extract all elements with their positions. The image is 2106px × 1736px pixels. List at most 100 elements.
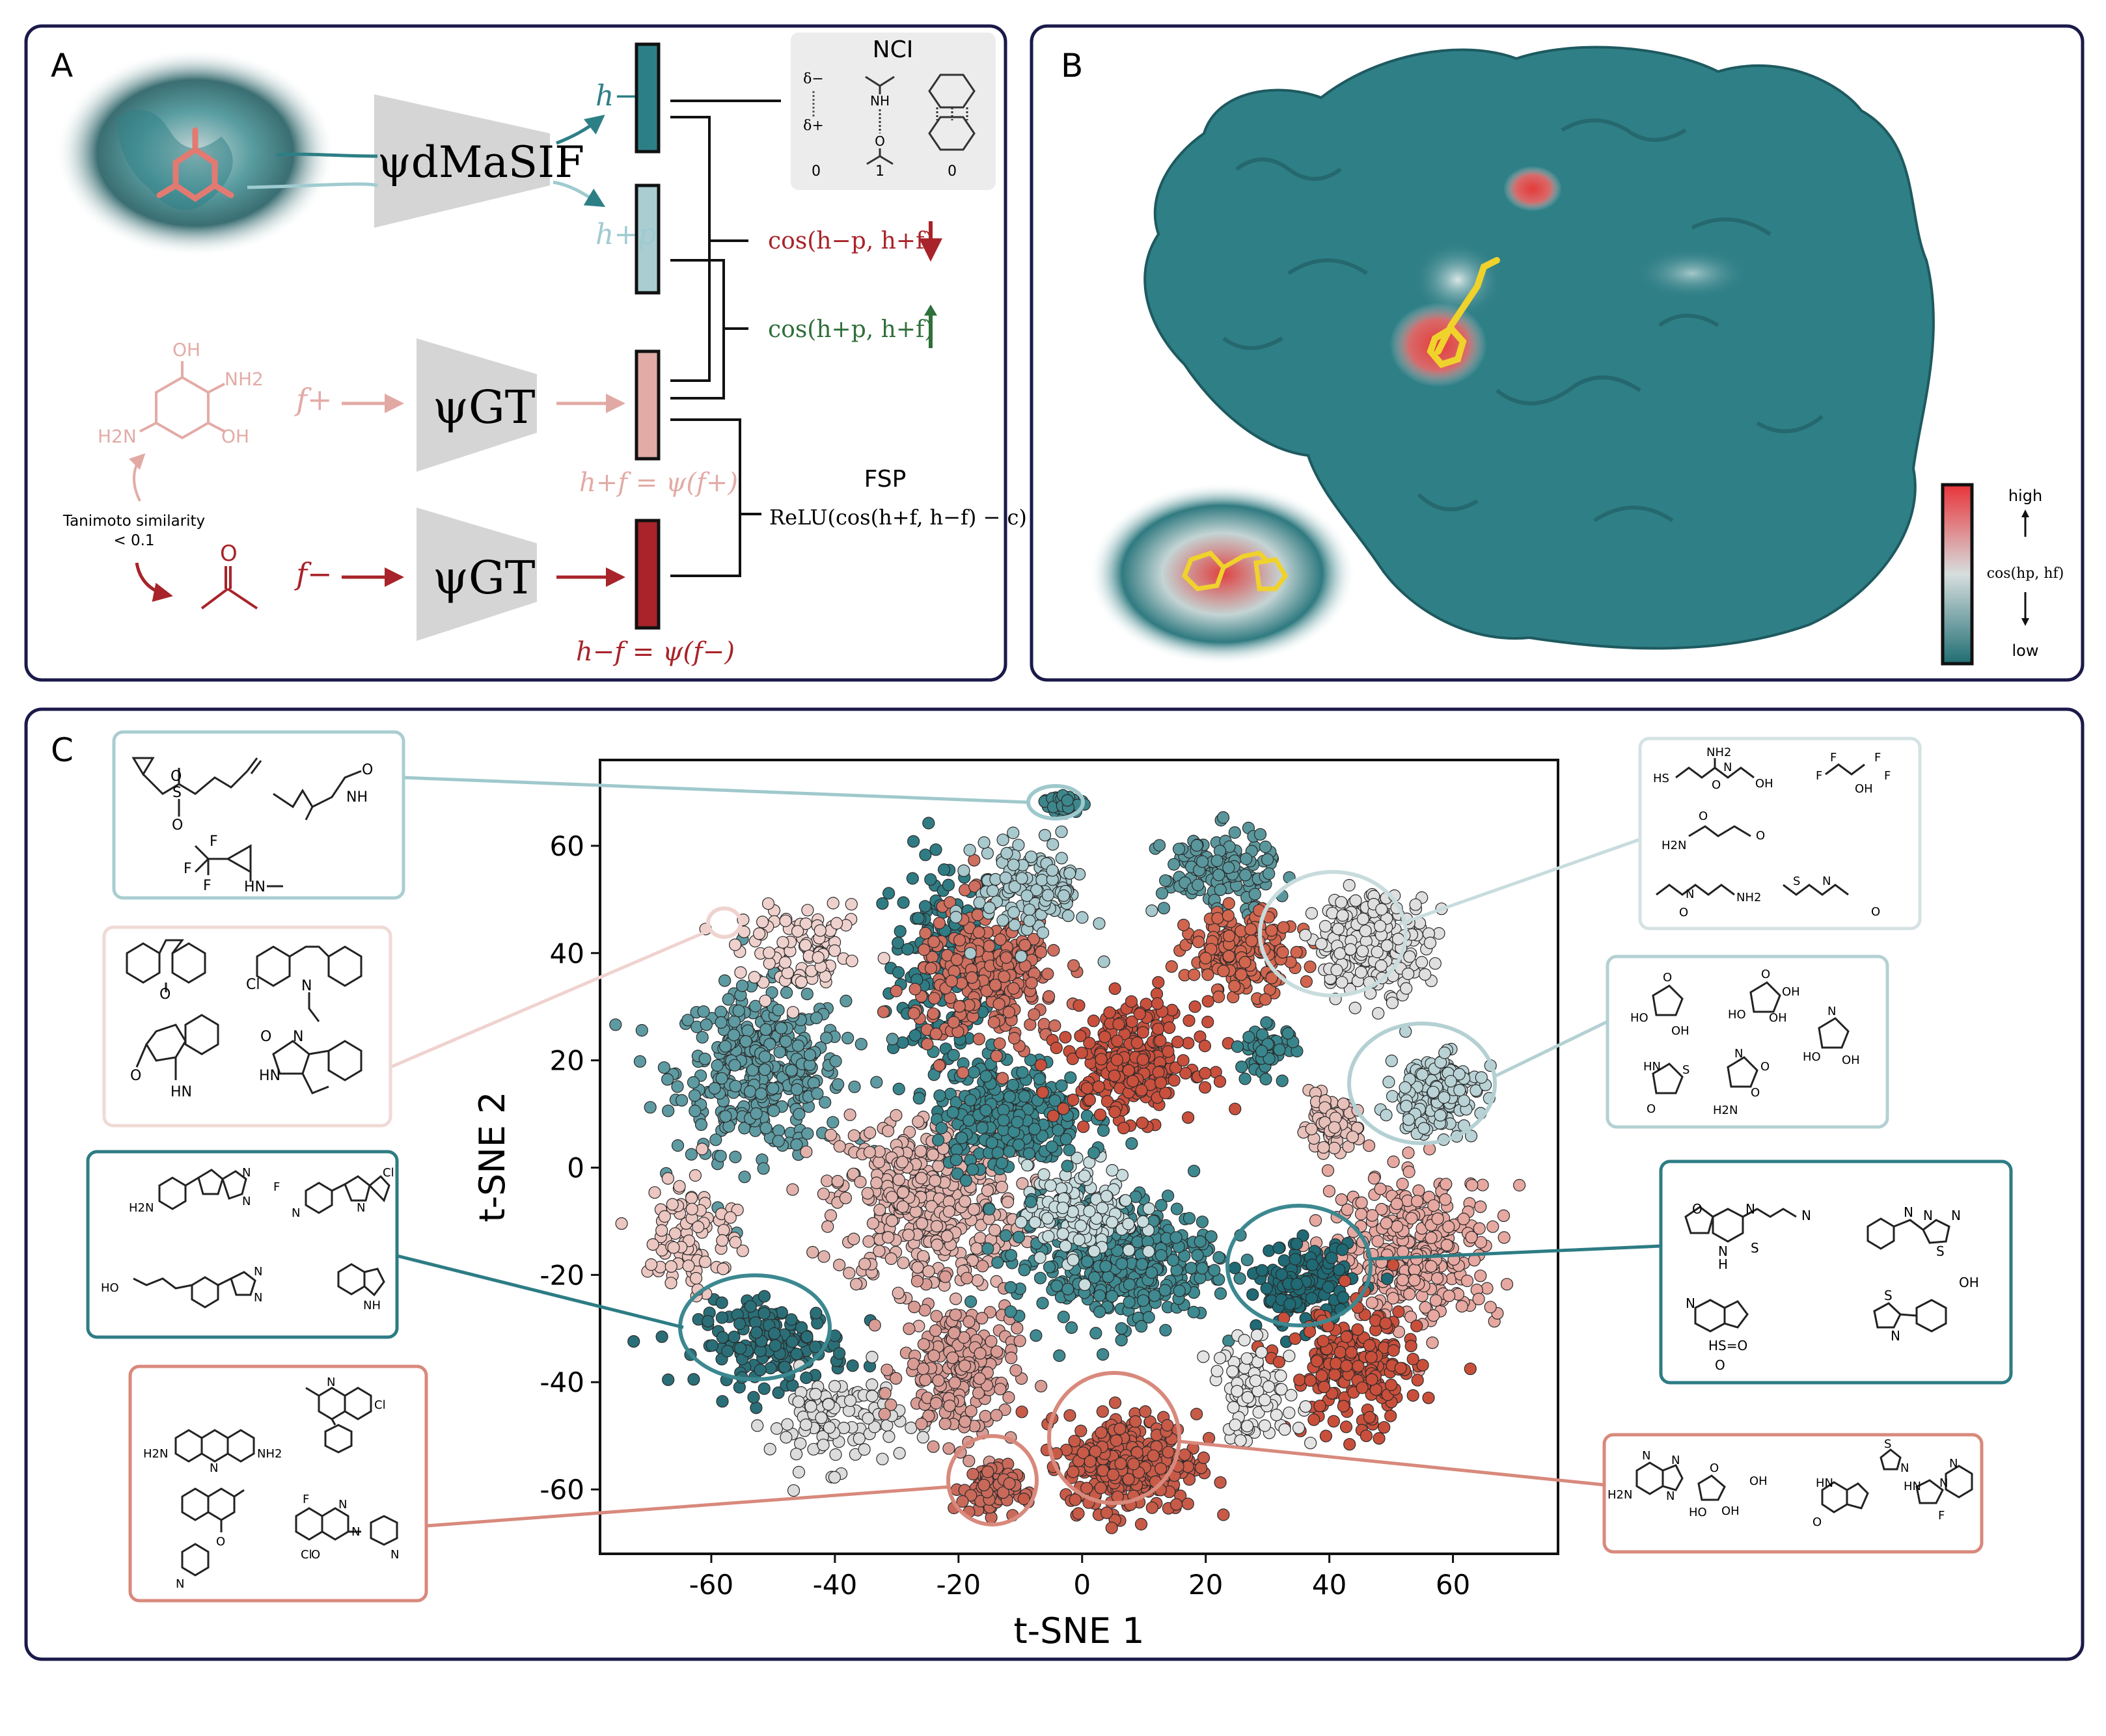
scatter-point-salmon-upper-mid — [1007, 982, 1020, 995]
scatter-point-salmon-right-bottom — [1293, 1374, 1306, 1387]
scatter-point-light-top — [1041, 889, 1055, 902]
scatter-point-light-left-bottom — [905, 1421, 918, 1434]
scatter-point-teal-left-bottom — [716, 1395, 729, 1408]
scatter-point-teal-center — [981, 1242, 994, 1255]
scatter-point-light-left-bottom — [792, 1395, 805, 1408]
scatter-point-light-top-right — [1409, 898, 1422, 911]
scatter-point-pink-right-big — [1322, 1185, 1336, 1198]
scatter-point-pink-left-big — [832, 1258, 846, 1271]
scatter-point-teal-mid — [1022, 1147, 1035, 1160]
scatter-point-light-left-bottom — [916, 1431, 929, 1444]
scatter-point-teal-left-big — [886, 1033, 899, 1046]
scatter-point-salmon-right-bottom — [1422, 1391, 1435, 1404]
scatter-point-light-top — [1020, 889, 1033, 902]
scatter-point-light-top — [1007, 906, 1020, 919]
scatter-point-teal-top-right — [1259, 840, 1272, 854]
scatter-point-pink-left-big — [932, 1160, 945, 1173]
scatter-point-salmon-right-bottom — [1352, 1360, 1365, 1373]
pocket-to-encoder-line-2 — [247, 182, 378, 189]
scatter-point-pink-left-big — [843, 1266, 856, 1280]
scatter-point-teal-mid — [979, 1104, 992, 1117]
scatter-point-red-center — [1154, 1034, 1167, 1048]
scatter-point-teal-left-big — [732, 1004, 745, 1018]
scatter-point-light-top — [1076, 911, 1089, 924]
scatter-point-light-right — [1415, 1068, 1429, 1081]
scatter-point-teal-left-big — [644, 1101, 657, 1114]
scatter-point-teal-mid — [946, 1105, 959, 1119]
scatter-point-light-top-right — [1375, 902, 1388, 916]
scatter-point-light-right — [1453, 1083, 1466, 1097]
scatter-point-salmon-upper-mid — [933, 1059, 946, 1072]
scatter-point-red-bottom-center — [1197, 1451, 1210, 1464]
scatter-point-light-right — [1438, 1091, 1451, 1104]
scatter-point-light-top-right — [1343, 878, 1356, 892]
scatter-point-pink-bottom-mid — [994, 1383, 1007, 1396]
scatter-point-teal-left-bottom — [715, 1311, 729, 1324]
scatter-point-pink-right-big — [1403, 1288, 1416, 1301]
scatter-point-teal-center — [1158, 1284, 1171, 1297]
scatter-point-teal-left-bottom — [747, 1390, 760, 1404]
scatter-point-pink-bottom-mid — [908, 1300, 921, 1314]
scatter-point-light-left-bottom — [822, 1398, 835, 1411]
scatter-point-pink-bottom-mid — [868, 1319, 881, 1332]
scatter-point-pink-right-big — [1365, 1296, 1378, 1309]
scatter-point-pink-bottom-mid — [963, 1315, 976, 1328]
scatter-point-teal-right-circle — [1305, 1292, 1319, 1305]
scatter-point-salmon-upper-mid — [918, 943, 931, 956]
scatter-point-teal-top-right — [1248, 888, 1261, 901]
scatter-point-teal-center — [1099, 1260, 1112, 1273]
scatter-point-light-top-right — [1371, 945, 1384, 958]
scatter-point-teal-mid — [964, 1094, 977, 1107]
encoder-to-hp-pos-arrow — [553, 180, 606, 208]
scatter-point-pink-right-big — [1513, 1178, 1526, 1192]
scatter-point-teal-left-big — [773, 1046, 786, 1059]
scatter-point-teal-left-big — [714, 1150, 727, 1163]
scatter-point-light-top — [1061, 909, 1075, 923]
scatter-point-red-bottom-center — [1114, 1457, 1127, 1470]
scatter-point-light-left-bottom — [876, 1452, 889, 1465]
scatter-point-light-top-right — [1330, 964, 1343, 977]
scatter-point-pink-bottom-mid — [938, 1270, 952, 1283]
scatter-point-salmon-right-bottom — [1360, 1430, 1373, 1443]
scatter-point-teal-left-bottom — [715, 1296, 728, 1309]
scatter-point-red-bottom-small — [978, 1478, 991, 1491]
scatter-point-salmon-right-bottom — [1365, 1351, 1378, 1364]
scatter-point-pink-right-big — [1410, 1253, 1423, 1266]
scatter-point-teal-left-big — [681, 1014, 694, 1027]
scatter-point-teal-top-right — [1210, 854, 1224, 867]
scatter-point-pink-right-big — [1412, 1184, 1425, 1197]
scatter-point-pink-right-big — [1457, 1212, 1470, 1226]
scatter-point-red-bottom-small — [966, 1467, 979, 1481]
scatter-point-pink-bottom-mid — [990, 1409, 1003, 1422]
scatter-point-teal-center — [1196, 1215, 1209, 1228]
scatter-point-pink-left-big — [922, 1265, 935, 1278]
scatter-point-light-center — [1074, 1219, 1087, 1232]
scatter-point-teal-center — [1004, 1305, 1017, 1318]
scatter-point-teal-right-circle — [1322, 1281, 1335, 1294]
scatter-point-light-center — [1059, 1240, 1072, 1253]
scatter-point-pink-bottom-mid — [942, 1442, 955, 1455]
scatter-point-salmon-right-bottom — [1328, 1368, 1341, 1381]
scatter-point-red-center — [1098, 1030, 1112, 1044]
scatter-point-salmon-right-bottom — [1317, 1335, 1330, 1348]
scatter-point-light-top-right — [1335, 976, 1348, 989]
scatter-point-salmon-top-right — [1290, 945, 1303, 959]
pos-mol-nh2: NH2 — [225, 368, 264, 390]
scatter-point-red-bottom-center — [1096, 1405, 1109, 1418]
scatter-point-red-bottom-center — [1074, 1424, 1087, 1437]
scatter-point-teal-top-right — [1172, 843, 1186, 856]
scatter-point-light-top-right — [1391, 932, 1405, 945]
scatter-point-red-center — [1034, 1059, 1048, 1072]
scatter-point-light-top-right — [1335, 896, 1348, 909]
scatter-point-teal-top-left-diagonal — [892, 936, 905, 949]
tanimoto-line2: < 0.1 — [113, 532, 154, 549]
scatter-point-salmon-right-bottom — [1464, 1363, 1477, 1376]
scatter-point-pink-bottom-mid — [1009, 1364, 1022, 1377]
scatter-point-pink-left-big — [885, 1214, 899, 1227]
scatter-point-red-bottom-center — [1017, 1493, 1030, 1506]
scatter-point-light-center — [1044, 1179, 1057, 1192]
scatter-point-teal-left-big — [829, 1055, 842, 1068]
scatter-point-teal-mid — [935, 1122, 948, 1135]
scatter-point-light-left-bottom — [893, 1446, 906, 1459]
scatter-point-light-top-right — [1415, 956, 1429, 969]
